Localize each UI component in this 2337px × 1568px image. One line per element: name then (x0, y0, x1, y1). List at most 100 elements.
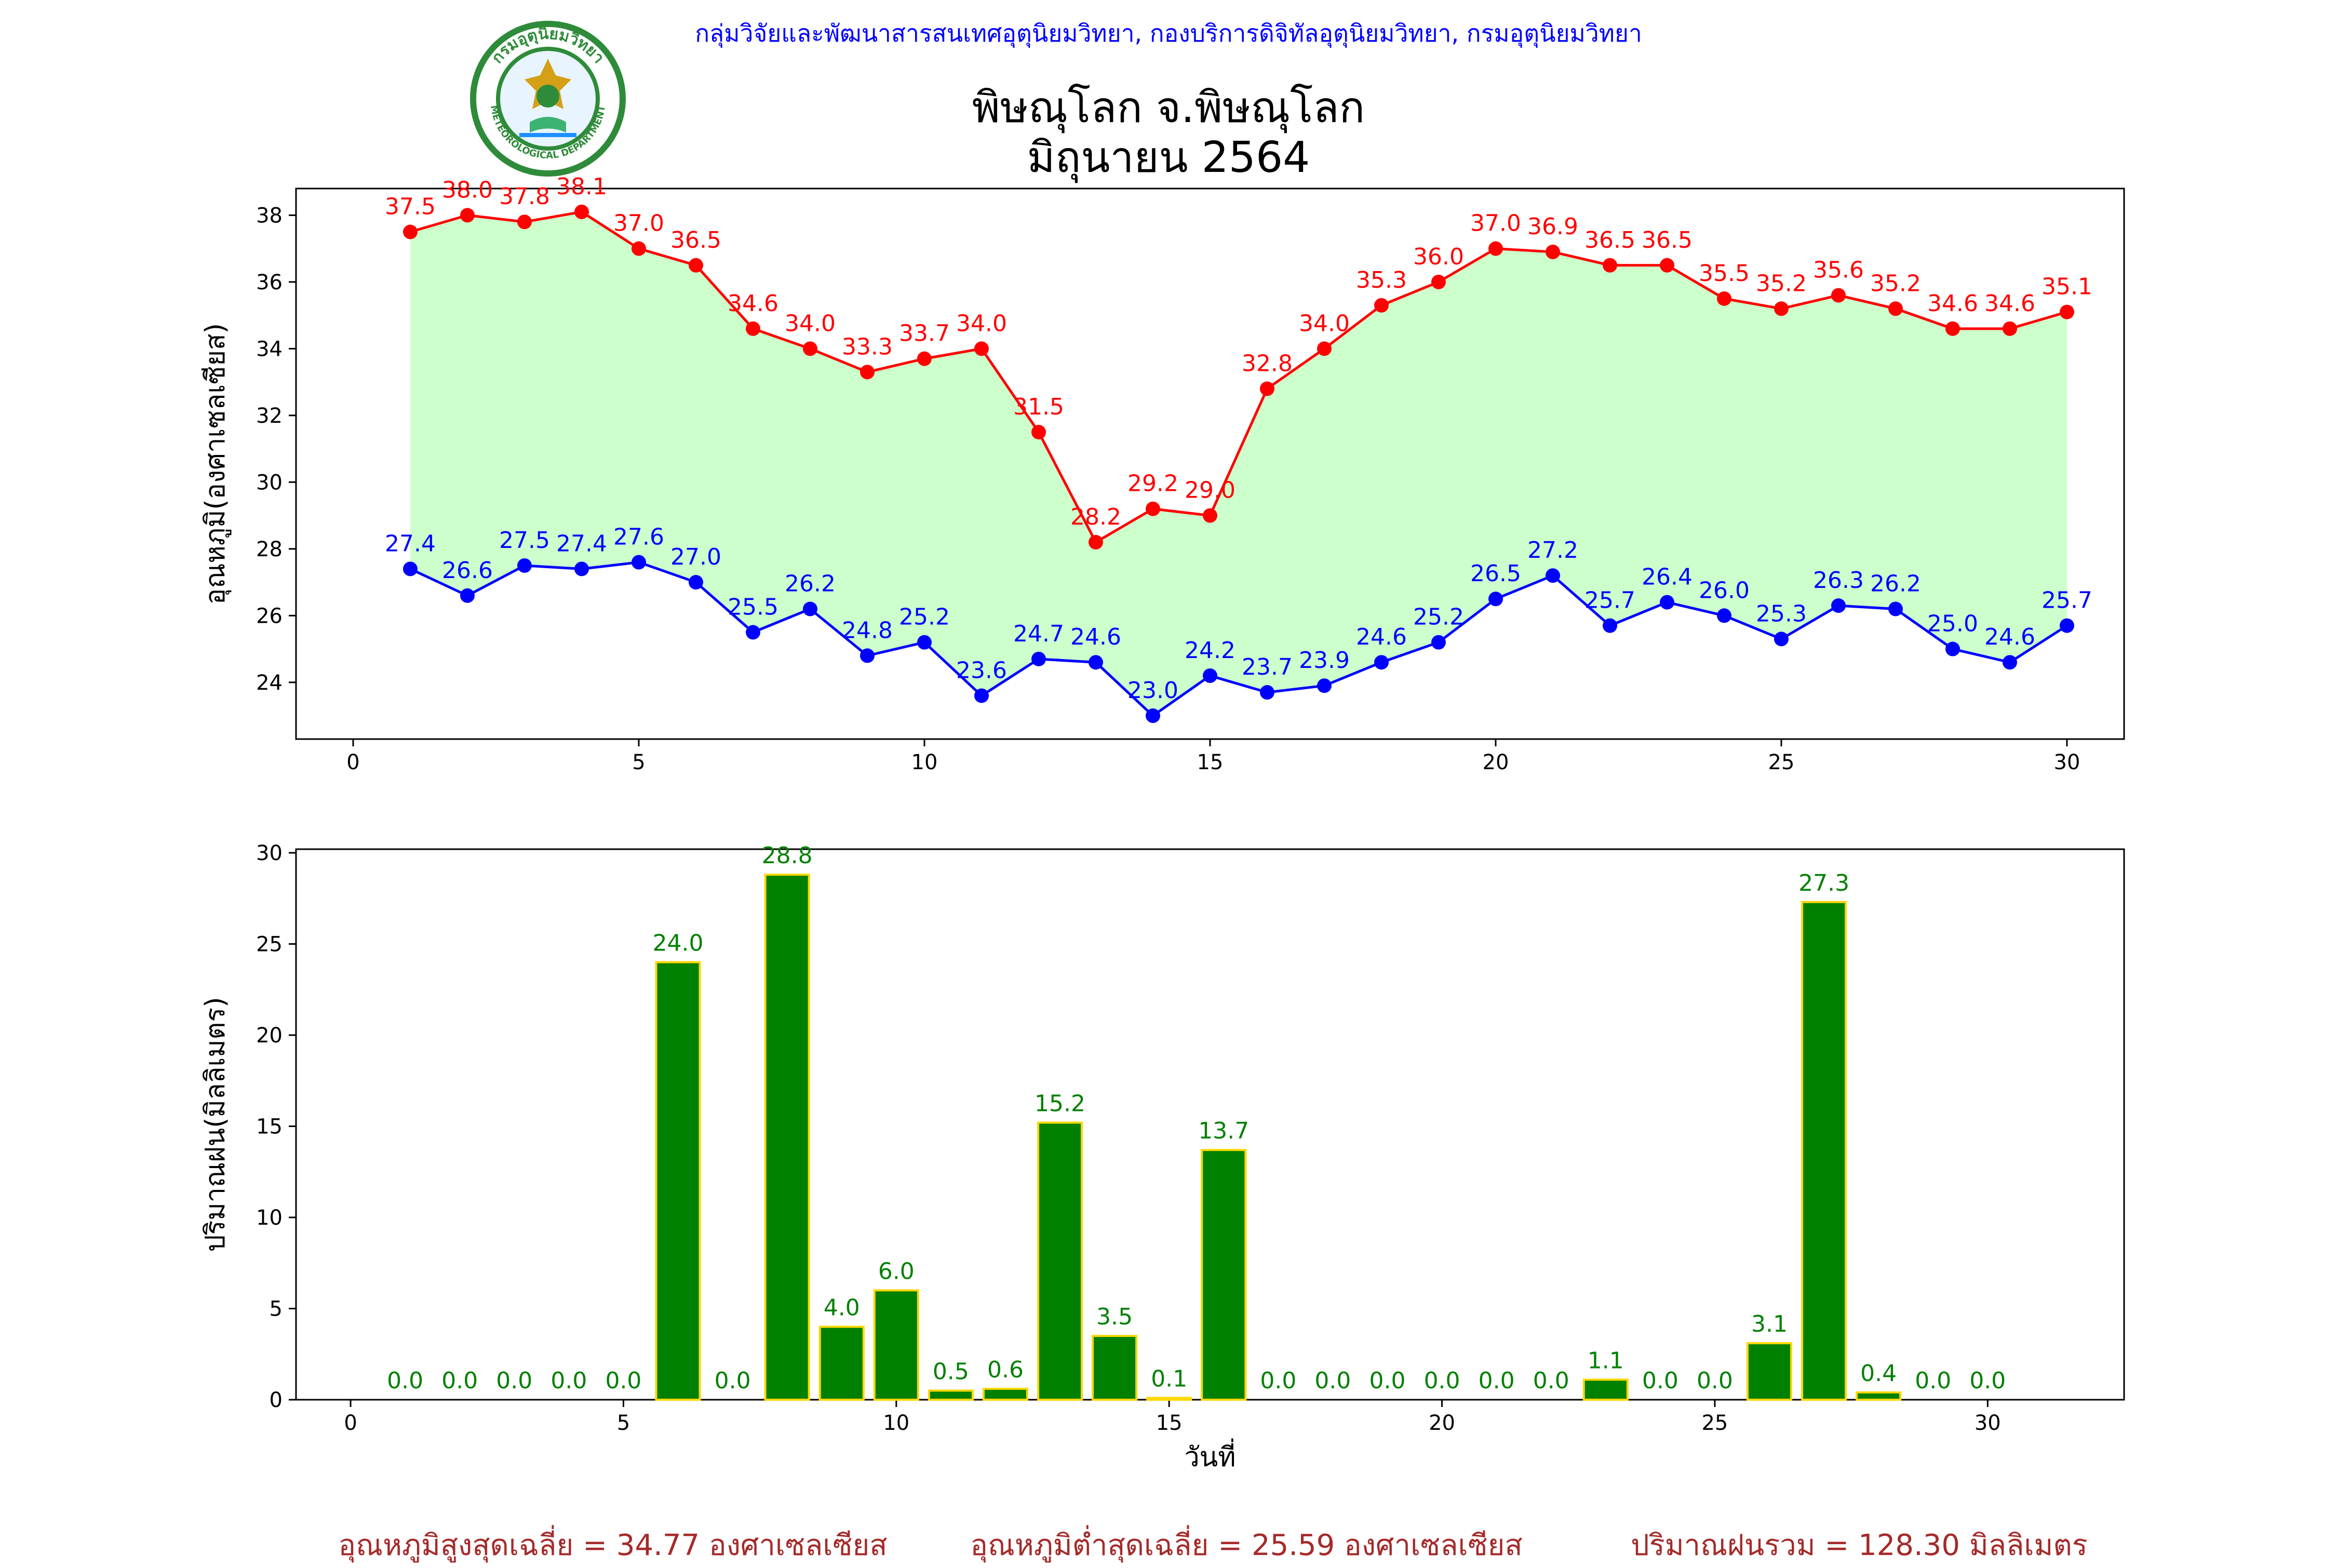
min-temp-data-label: 25.7 (2041, 587, 2092, 614)
rain-data-label: 0.4 (1860, 1360, 1897, 1387)
min-temp-data-label: 26.2 (785, 570, 836, 597)
max-temp-data-label: 34.6 (728, 290, 778, 317)
max-temp-point (860, 365, 875, 380)
min-temp-point (1831, 598, 1846, 613)
rain-data-label: 24.0 (653, 930, 704, 957)
min-temp-data-label: 26.4 (1642, 564, 1693, 591)
rain-bar (1037, 1121, 1083, 1401)
min-temp-data-label: 24.6 (1070, 624, 1121, 650)
temp-chart-axes: 0 5 10 15 20 25 30 24 26 28 30 32 34 36 38 อุณหภูมิ(องศ… (200, 187, 2125, 774)
min-temp-data-label: 25.3 (1756, 600, 1807, 627)
temp-chart-xtick-label: 30 (2054, 751, 2080, 774)
rain-data-label: 0.0 (1314, 1368, 1351, 1394)
max-temp-point (1774, 301, 1789, 316)
min-temp-point (1774, 632, 1789, 647)
rain-data-label: 15.2 (1035, 1090, 1085, 1117)
max-temp-point (1146, 501, 1160, 516)
max-temp-point (1888, 301, 1903, 316)
max-temp-point (460, 208, 475, 223)
rain-data-label: 0.0 (441, 1368, 478, 1394)
max-temp-point (1488, 241, 1503, 256)
chart-title: พิษณุโลก จ.พิษณุโลก มิถุนายน 2564 (0, 83, 2337, 183)
avg-min-temp-stat: อุณหภูมิต่ำสุดเฉลี่ย = 25.59 องศาเซลเซีย… (970, 1529, 1523, 1562)
rain-data-label: 0.0 (1479, 1368, 1515, 1394)
rain-chart-xtick-label: 30 (1975, 1411, 2001, 1435)
min-temp-data-label: 24.8 (842, 617, 893, 644)
header-credit: กลุ่มวิจัยและพัฒนาสารสนเทศอุตุนิยมวิทยา,… (695, 19, 1642, 47)
rain-data-label: 0.0 (605, 1368, 641, 1394)
min-temp-point (517, 558, 532, 573)
min-temp-point (689, 575, 703, 590)
min-temp-data-label: 26.6 (442, 557, 493, 584)
rain-bar (1092, 1335, 1138, 1401)
max-temp-data-label: 28.2 (1070, 504, 1121, 530)
max-temp-data-label: 34.0 (785, 310, 836, 337)
rain-bar (1801, 901, 1847, 1401)
rain-data-label: 0.0 (1369, 1368, 1406, 1394)
rain-bar (764, 874, 810, 1401)
min-temp-point (1260, 685, 1274, 700)
max-temp-data-label: 31.5 (1013, 394, 1064, 420)
rain-data-label: 0.0 (1642, 1368, 1678, 1394)
max-temp-data-label: 34.0 (1299, 310, 1350, 337)
temp-chart-xtick-label: 0 (346, 751, 359, 774)
max-temp-point (2060, 304, 2074, 319)
temp-chart-ytick-label: 26 (256, 604, 283, 628)
rain-data-label: 6.0 (878, 1258, 915, 1284)
temp-chart-ytick-label: 34 (256, 337, 283, 361)
temp-chart-ytick-label: 36 (256, 271, 283, 294)
rain-data-label: 0.0 (387, 1368, 423, 1394)
min-temp-data-label: 27.4 (556, 530, 607, 557)
min-temp-point (1031, 651, 1046, 666)
max-temp-point (1831, 288, 1846, 303)
rain-data-label: 28.8 (762, 842, 813, 869)
max-temp-data-label: 37.0 (613, 210, 664, 237)
min-temp-point (460, 588, 475, 603)
rain-bar (928, 1389, 974, 1401)
min-temp-data-label: 25.0 (1927, 611, 1978, 637)
rain-data-label: 0.0 (1969, 1368, 2006, 1394)
avg-max-temp-stat: อุณหภูมิสูงสุดเฉลี่ย = 34.77 องศาเซลเซีย… (338, 1529, 888, 1562)
rain-chart-xtick-label: 5 (617, 1411, 630, 1435)
min-temp-data-label: 26.5 (1470, 560, 1521, 587)
max-temp-point (1717, 291, 1731, 306)
temp-chart-ytick-label: 32 (256, 404, 283, 428)
rain-chart-ytick-label: 10 (256, 1206, 283, 1230)
max-temp-data-label: 35.2 (1756, 270, 1807, 297)
rain-data-label: 0.6 (987, 1357, 1024, 1383)
rain-data-label: 0.0 (550, 1368, 587, 1394)
min-temp-point (2003, 655, 2017, 670)
min-temp-data-label: 27.4 (385, 530, 436, 557)
max-temp-line (410, 210, 2067, 544)
rain-data-label: 0.0 (715, 1368, 751, 1394)
rain-bar (1856, 1391, 1902, 1401)
rain-data-label: 0.0 (1915, 1368, 1951, 1394)
min-temp-point (803, 601, 817, 617)
rain-chart-ytick-label: 20 (256, 1024, 283, 1048)
min-temp-data-label: 26.3 (1813, 567, 1864, 594)
max-temp-data-label: 33.7 (899, 320, 950, 347)
max-temp-data-label: 37.0 (1470, 210, 1521, 237)
max-temp-point (1603, 258, 1617, 273)
max-temp-point (746, 321, 760, 336)
max-temp-data-label: 32.8 (1242, 350, 1293, 377)
min-temp-point (860, 648, 875, 663)
max-temp-data-label: 36.9 (1527, 213, 1578, 240)
min-temp-point (632, 555, 646, 570)
max-temp-data-label: 36.0 (1413, 244, 1464, 270)
max-temp-data-label: 34.6 (1984, 290, 2035, 317)
rain-bar (818, 1325, 865, 1401)
max-temp-data-label: 35.5 (1699, 260, 1750, 287)
min-temp-point (1603, 618, 1617, 633)
min-temp-point (974, 688, 989, 703)
min-temp-data-label: 27.0 (670, 544, 721, 570)
min-temp-point (2060, 618, 2074, 633)
temp-chart-xtick-label: 15 (1197, 751, 1224, 774)
max-temp-point (1431, 274, 1446, 289)
max-temp-point (1374, 298, 1389, 313)
min-temp-line (409, 560, 2068, 718)
temp-chart-ytick-label: 38 (256, 204, 283, 227)
max-temp-data-label: 35.3 (1356, 267, 1407, 293)
max-temp-point (1660, 258, 1674, 273)
